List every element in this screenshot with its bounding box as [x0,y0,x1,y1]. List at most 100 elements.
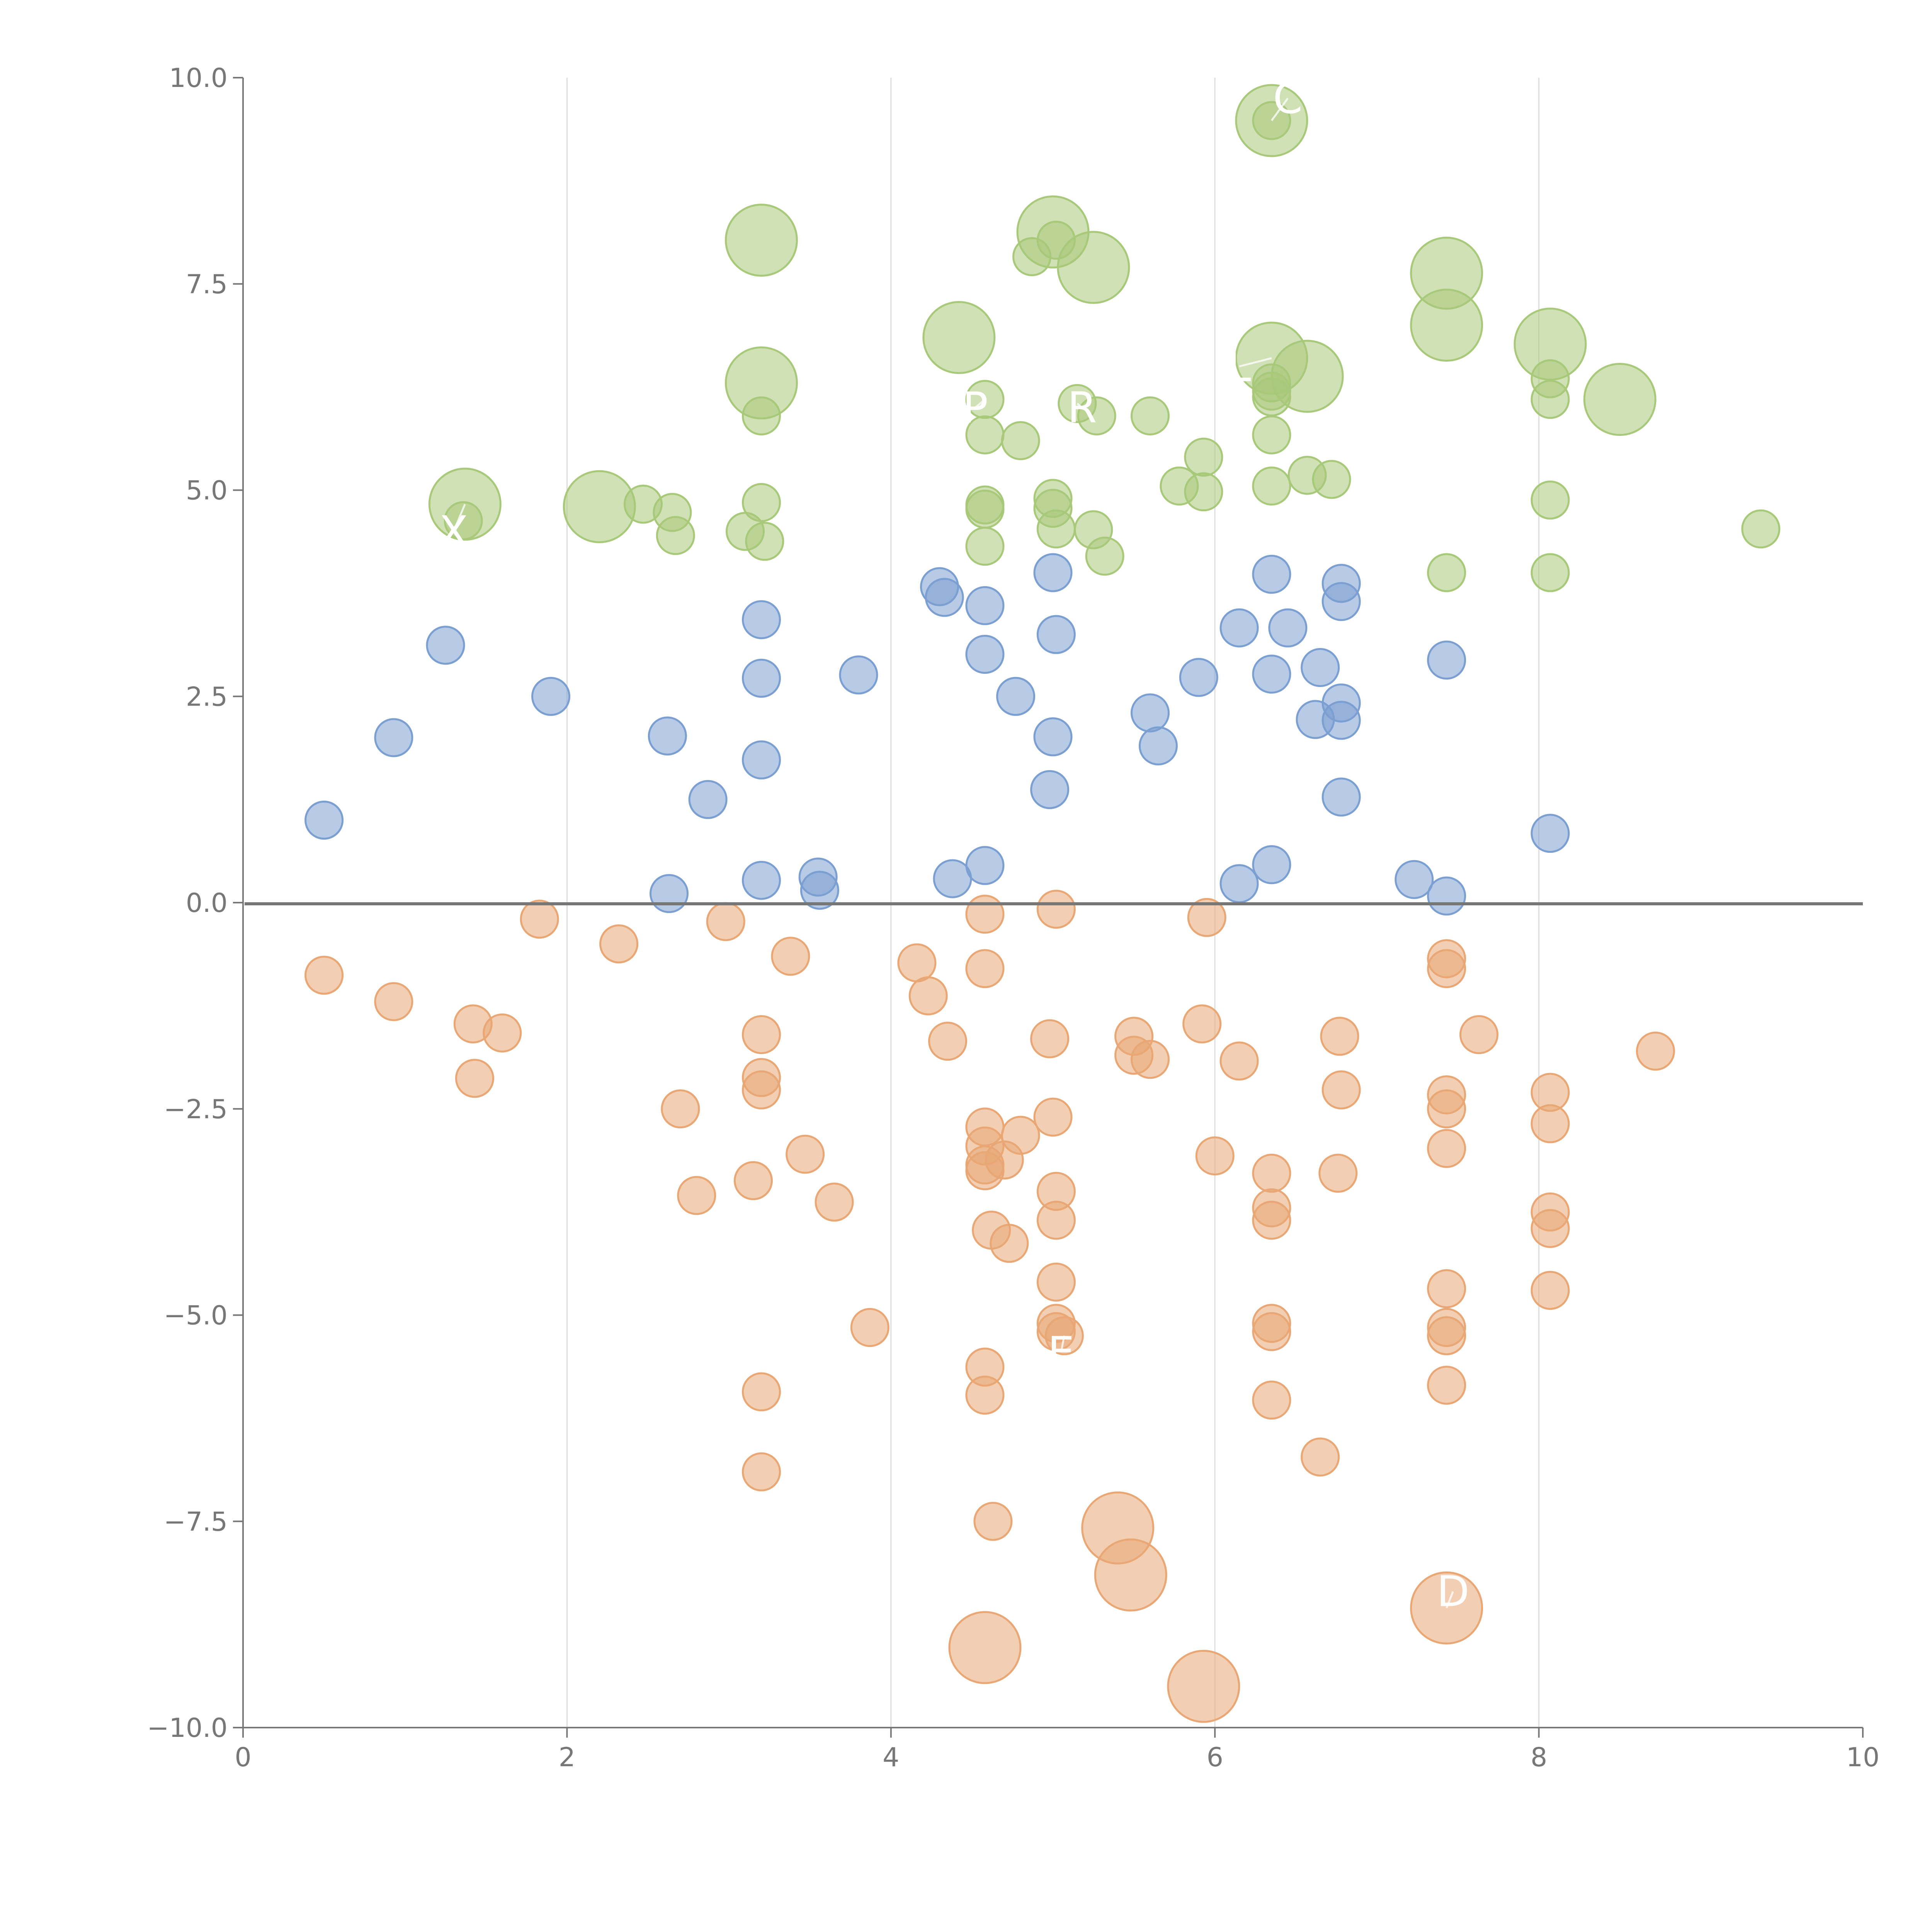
blue-data-point [1030,770,1070,810]
orange-data-point [733,1161,773,1200]
orange-data-point [1036,1262,1076,1302]
blue-data-point [839,655,878,695]
green-data-point [1410,289,1483,362]
orange-data-point [742,1372,781,1412]
orange-data-point [599,924,639,964]
orange-data-point [1427,1366,1466,1405]
green-data-point [1057,231,1130,304]
annotation-leader [452,503,466,532]
blue-data-point [304,801,344,840]
green-data-point [1270,340,1344,413]
orange-data-point [1252,1201,1291,1240]
orange-data-point [1195,1136,1235,1175]
orange-data-point [1636,1031,1675,1071]
y-tick-label: 7.5 [186,269,228,300]
orange-data-point [520,900,559,939]
blue-data-point [1033,717,1073,757]
orange-data-point [1427,1089,1466,1129]
orange-data-point [1427,1316,1466,1355]
y-tick-label: 5.0 [186,476,228,506]
x-tick-label: 6 [1207,1742,1223,1773]
green-data-point [1184,472,1223,512]
green-data-point [1252,415,1291,454]
orange-data-point [1531,1209,1570,1248]
blue-data-point [965,634,1005,674]
blue-data-point [1268,608,1308,648]
green-data-point [1184,437,1223,477]
orange-data-point [948,1611,1022,1684]
blue-data-point [1321,777,1361,817]
blue-data-point [1179,658,1218,697]
orange-data-point [771,937,810,976]
green-data-point [1312,460,1351,499]
green-data-point [1085,536,1124,576]
annotation-leader [1060,1335,1065,1353]
y-tick-label: −7.5 [164,1507,228,1537]
blue-data-point [925,578,964,617]
y-tick-label: 2.5 [186,682,228,712]
annotation-leader [975,398,986,408]
orange-data-point [973,1502,1013,1541]
orange-data-point [483,1013,522,1053]
blue-data-point [1131,693,1170,733]
orange-data-point [1318,1153,1358,1193]
x-tick-label: 0 [235,1742,251,1773]
blue-data-point [742,658,781,698]
green-data-point [1252,466,1291,506]
orange-data-point [1030,1019,1070,1058]
blue-data-point [648,716,687,756]
green-data-point [656,516,695,555]
blue-data-point [1036,615,1076,654]
orange-data-point [1001,1116,1040,1155]
x-tick-label: 8 [1531,1742,1547,1773]
annotation-leader [1270,97,1289,121]
x-tick-label: 2 [559,1742,575,1773]
blue-data-point [742,861,781,900]
orange-data-point [928,1022,968,1061]
annotation-label: R [1067,383,1097,432]
green-data-point [724,204,798,277]
y-tick-label: −10.0 [147,1713,228,1743]
orange-data-point [1036,889,1076,929]
blue-data-point [531,677,570,716]
orange-data-point [1301,1437,1340,1477]
annotation-leader [1077,403,1083,408]
orange-data-point [897,943,937,983]
green-data-point [724,346,798,420]
blue-data-point [649,874,689,913]
orange-data-point [1321,1070,1361,1110]
orange-data-point [850,1308,889,1347]
orange-data-point [1320,1017,1359,1056]
orange-data-point [1427,949,1466,988]
blue-data-point [996,677,1036,716]
x-axis-ticks: 0 2 4 6 8 10 [235,1728,1879,1773]
orange-data-point [1182,1004,1222,1044]
orange-data-point [1252,1312,1291,1351]
data-points [304,84,1781,1723]
orange-data-point [1033,1097,1073,1137]
orange-data-point [706,902,745,941]
orange-data-point [1427,1129,1466,1168]
blue-data-point [800,871,839,910]
green-data-point [1131,396,1170,435]
blue-data-point [1321,582,1361,621]
blue-data-point [1301,648,1340,687]
orange-data-point [374,982,413,1021]
y-tick-label: 10.0 [169,63,228,94]
annotation-leader [1446,1591,1454,1609]
orange-data-point [1131,1040,1170,1079]
orange-data-point [742,1070,781,1110]
orange-data-point [677,1176,716,1215]
blue-data-point [1321,701,1361,740]
annotation-label: X [439,507,468,556]
annotation-label: L [1227,342,1251,391]
green-data-point [965,490,1005,529]
blue-data-point [1252,845,1291,884]
orange-data-point [742,1015,781,1054]
x-tick-label: 4 [883,1742,899,1773]
orange-data-point [1427,1269,1466,1308]
orange-data-point [965,1376,1005,1415]
blue-data-point [374,718,413,757]
orange-data-point [965,949,1005,988]
